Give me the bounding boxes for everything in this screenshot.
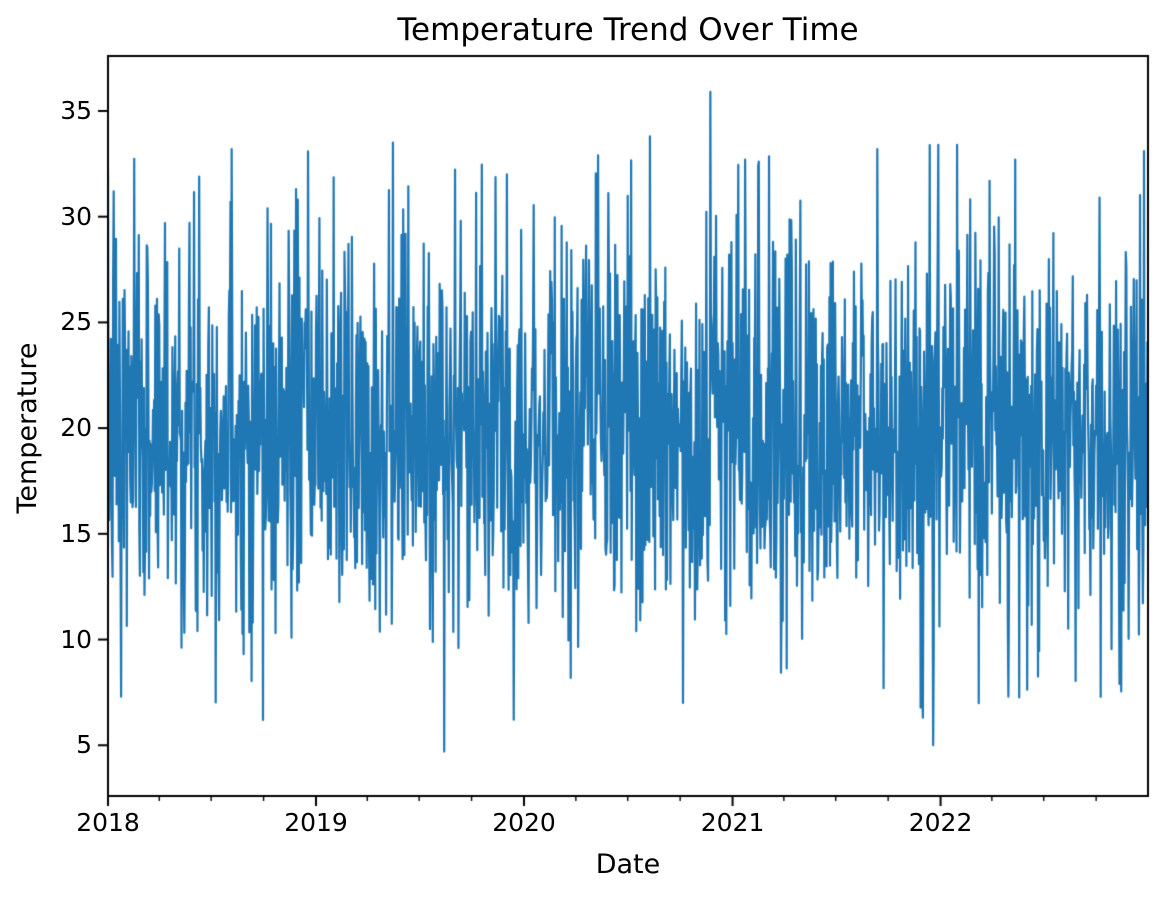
x-axis-label: Date: [595, 849, 661, 880]
y-tick-label: 30: [60, 201, 92, 231]
y-tick-label: 35: [60, 95, 92, 125]
x-tick-label: 2018: [76, 808, 140, 837]
chart-title: Temperature Trend Over Time: [397, 12, 859, 48]
y-tick-label: 20: [60, 413, 92, 443]
x-tick-label: 2021: [700, 808, 765, 837]
y-tick-label: 15: [60, 518, 92, 548]
y-tick-label: 5: [76, 730, 92, 760]
x-tick-label: 2019: [284, 808, 348, 837]
y-tick-label: 25: [60, 307, 92, 337]
y-tick-label: 10: [60, 624, 92, 654]
x-tick-label: 2022: [908, 808, 973, 837]
x-tick-label: 2020: [492, 808, 556, 837]
